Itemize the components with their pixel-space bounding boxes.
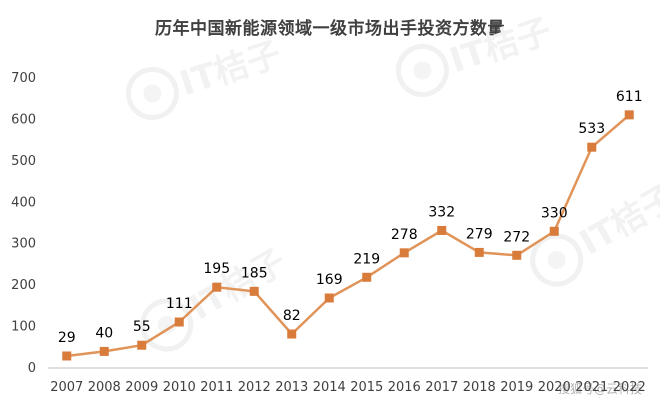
data-point [324,293,334,303]
data-point [174,317,184,327]
data-point [137,340,147,350]
marker-layer [62,110,634,361]
data-label: 40 [95,325,113,341]
data-label: 111 [166,296,193,312]
watermark-text: IT桔子 [445,11,556,81]
watermark-logo: IT桔子 [125,34,286,120]
data-label: 29 [58,330,76,346]
data-label: 330 [541,205,568,221]
y-tick-label: 0 [28,361,36,376]
data-label-layer: 29 40 55 111 195 185 82 169 219 278 332 279 272 330 53… [58,89,643,346]
data-point [287,329,297,339]
data-point [399,248,409,258]
y-tick-label: 600 [11,112,36,127]
chart-title: 历年中国新能源领域一级市场出手投资方数量 [155,19,505,39]
watermark-logo: IT桔子 [530,177,660,287]
y-tick-label: 500 [11,154,36,169]
data-label: 533 [578,121,605,137]
x-tick-label: 2015 [350,380,383,395]
data-point [587,142,597,152]
watermark-caption: 搜狐号@云科技 [557,382,642,396]
x-tick-label: 2019 [500,380,533,395]
data-point [99,346,109,356]
data-point [474,247,484,257]
y-tick-label: 300 [11,237,36,252]
data-label: 611 [616,89,643,105]
y-tick-label: 400 [11,195,36,210]
data-label: 55 [133,319,151,335]
axis-layer: 0 100 200 300 400 500 600 700 2007 2008 2009 2010 20… [11,71,648,395]
x-tick-label: 2017 [425,380,458,395]
data-point [512,250,522,260]
watermark-logo: IT桔子 [395,11,556,97]
data-label: 169 [316,272,343,288]
data-label: 219 [353,251,380,267]
data-point [624,110,634,120]
data-label: 332 [428,204,455,220]
x-tick-label: 2020 [538,380,571,395]
x-tick-label: 2022 [613,380,646,395]
x-tick-label: 2014 [313,380,346,395]
data-point [62,351,72,361]
series-line [66,113,631,358]
series-layer [66,113,631,358]
x-tick-label: 2010 [163,380,196,395]
data-point [549,226,559,236]
x-tick-label: 2021 [575,380,608,395]
x-tick-label: 2018 [463,380,496,395]
data-point [362,272,372,282]
watermark-text: IT桔子 [573,177,660,264]
x-tick-label: 2016 [388,380,421,395]
x-tick-label: 2013 [275,380,308,395]
data-point [249,286,259,296]
watermark-layer: IT桔子 IT桔子 IT桔子 IT桔子 [125,11,660,352]
data-point [212,282,222,292]
x-tick-label: 2009 [125,380,158,395]
data-label: 279 [466,226,493,242]
data-label: 185 [241,265,268,281]
data-label: 82 [283,308,301,324]
y-tick-label: 100 [11,320,36,335]
y-tick-label: 700 [11,71,36,86]
y-tick-label: 200 [11,278,36,293]
x-tick-label: 2008 [88,380,121,395]
data-point [437,225,447,235]
x-tick-label: 2011 [200,380,233,395]
x-tick-label: 2007 [50,380,83,395]
data-label: 272 [503,229,530,245]
watermark-logo: IT桔子 [140,242,293,352]
data-label: 278 [391,227,418,243]
data-label: 195 [203,261,230,277]
x-tick-label: 2012 [238,380,271,395]
watermark-text: IT桔子 [175,34,286,104]
